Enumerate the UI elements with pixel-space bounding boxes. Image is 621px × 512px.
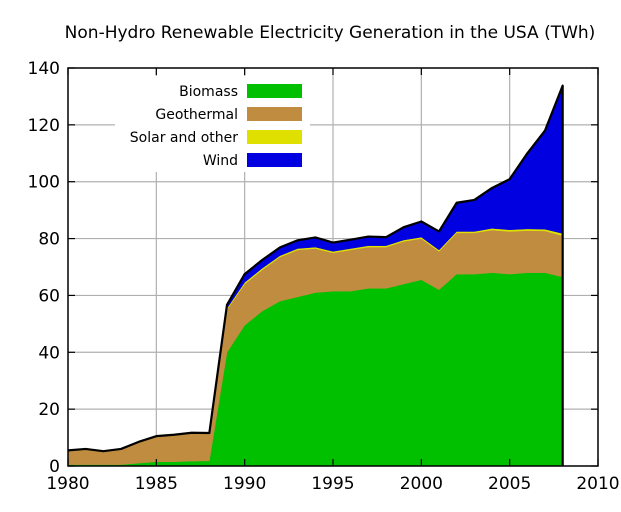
y-tick-label: 100 [28, 173, 60, 193]
x-tick-label: 2005 [488, 474, 531, 494]
legend-swatch-biomass [247, 84, 302, 98]
legend-label-geothermal: Geothermal [155, 107, 238, 123]
x-tick-label: 2010 [576, 474, 619, 494]
x-tick-label: 2000 [400, 474, 443, 494]
legend-swatch-geothermal [247, 107, 302, 121]
y-tick-label: 140 [28, 59, 60, 79]
legend-label-solar-and-other: Solar and other [130, 130, 238, 146]
y-tick-label: 120 [28, 116, 60, 136]
y-tick-label: 20 [38, 400, 60, 420]
plot-area: 1980 1985 1990 1995 2000 2005 2010 0 20 40 60 80 100… [28, 59, 620, 494]
x-tick-label: 1980 [46, 474, 89, 494]
x-tick-label: 1990 [223, 474, 266, 494]
legend-label-biomass: Biomass [179, 84, 238, 100]
legend-swatch-solar-and-other [247, 130, 302, 144]
total-outline [67, 84, 564, 466]
y-tick-label: 0 [49, 457, 60, 477]
y-tick-label: 80 [38, 230, 60, 250]
legend-label-wind: Wind [203, 153, 238, 169]
legend-swatch-wind [247, 153, 302, 167]
x-tick-label: 1995 [311, 474, 354, 494]
series-area-biomass [67, 272, 563, 467]
chart-title: Non-Hydro Renewable Electricity Generati… [65, 23, 596, 43]
x-tick-label: 1985 [135, 474, 178, 494]
y-tick-label: 60 [38, 286, 60, 306]
y-tick-label: 40 [38, 343, 60, 363]
